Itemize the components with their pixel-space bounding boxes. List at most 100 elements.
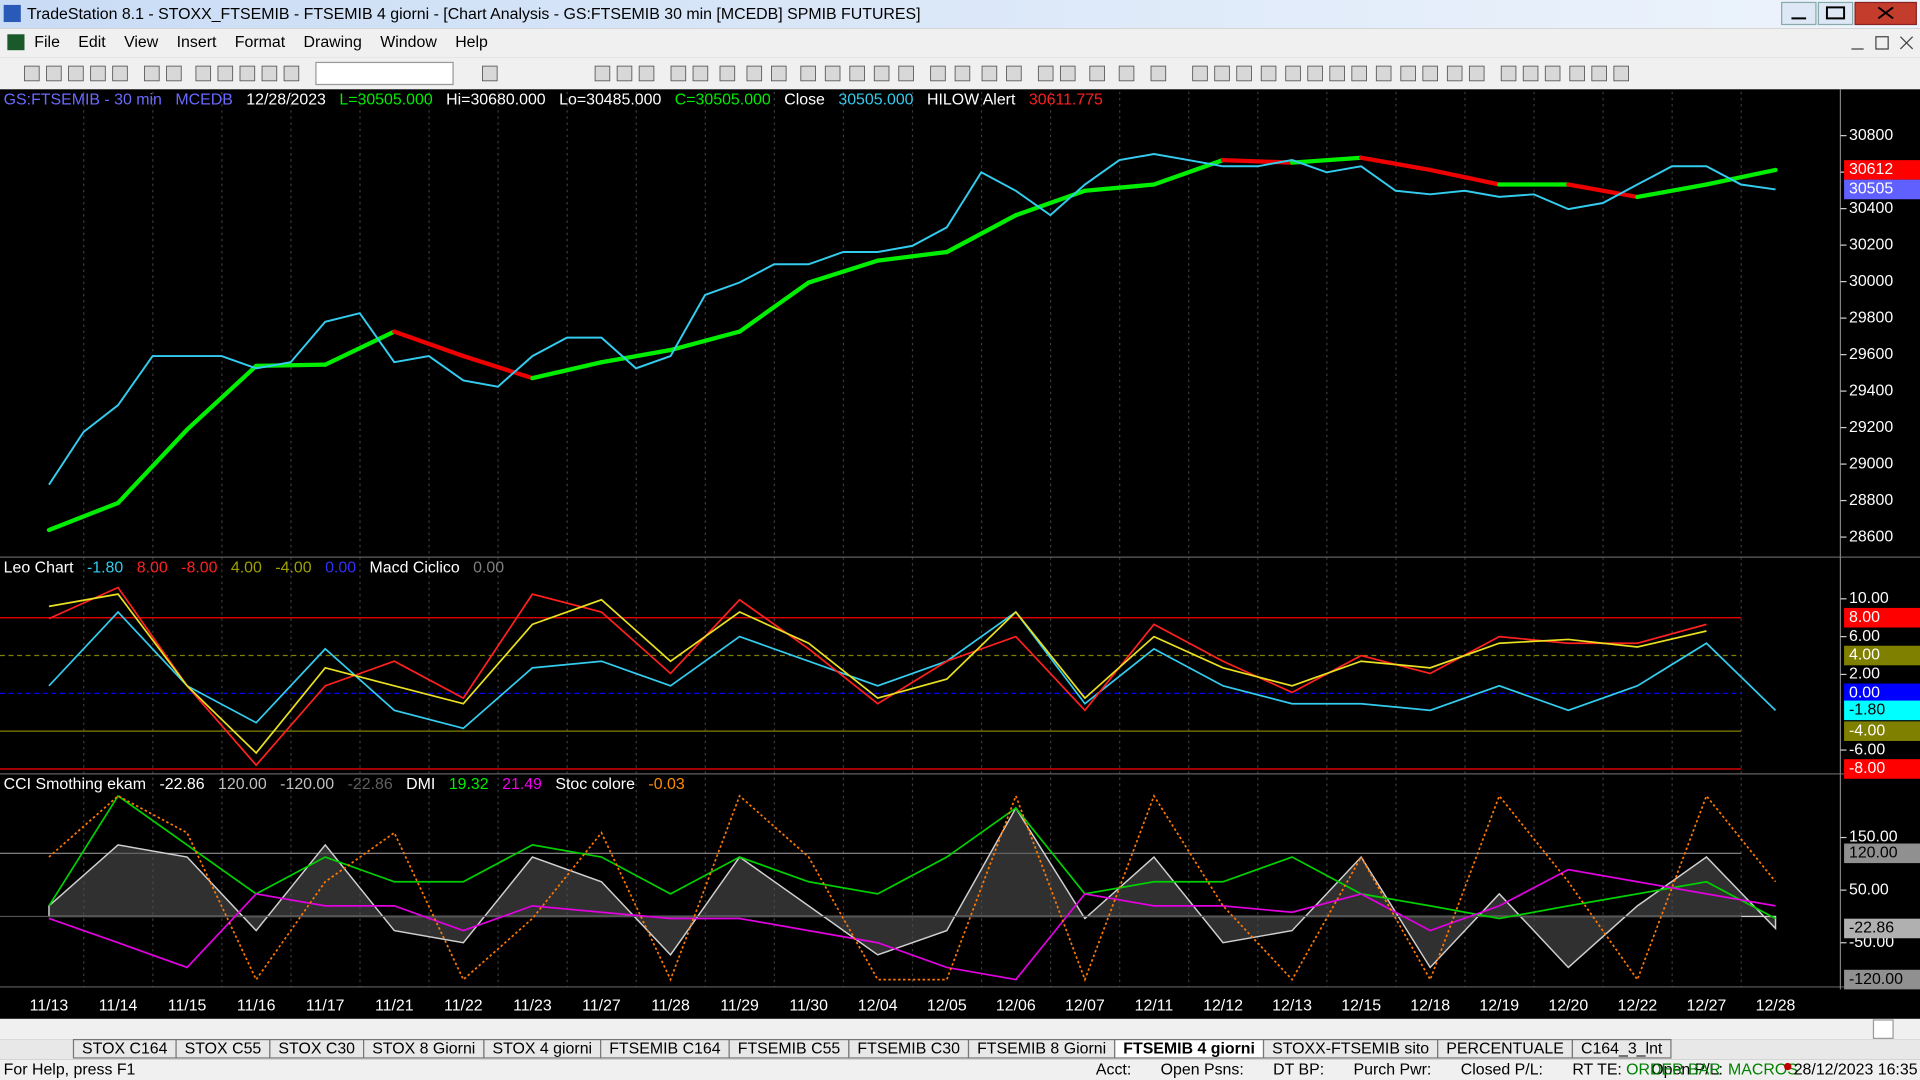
- tool-button[interactable]: [1006, 65, 1022, 82]
- tab-label[interactable]: STOXX-FTSEMIB sito: [1272, 1041, 1429, 1058]
- menu-item[interactable]: Insert: [177, 34, 217, 51]
- tool-button[interactable]: [746, 65, 763, 82]
- average-segment: [944, 213, 1018, 255]
- tool-button[interactable]: [1422, 65, 1438, 82]
- macros[interactable]: MACROS: [1728, 1061, 1798, 1078]
- tab-label[interactable]: STOX C55: [185, 1041, 262, 1058]
- x-tick-label: 12/15: [1341, 998, 1381, 1015]
- tool-button[interactable]: [594, 65, 611, 82]
- tab-label[interactable]: FTSEMIB 8 Giorni: [977, 1041, 1106, 1058]
- tab-label[interactable]: FTSEMIB 4 giorni: [1123, 1041, 1255, 1058]
- scroll-bar[interactable]: [0, 1018, 1920, 1040]
- value-badge: [1844, 759, 1920, 779]
- average-segment: [323, 329, 397, 367]
- tool-button[interactable]: [1591, 65, 1607, 82]
- tab-label[interactable]: C164_3_lnt: [1581, 1041, 1663, 1058]
- minimize-button[interactable]: [1781, 1, 1817, 26]
- tab[interactable]: [1571, 1038, 1672, 1059]
- help-text: For Help, press F1: [4, 1061, 136, 1078]
- tool-button[interactable]: [824, 65, 841, 82]
- tool-button[interactable]: [638, 65, 655, 82]
- tool-button[interactable]: [239, 65, 256, 82]
- tab-label[interactable]: STOX C30: [278, 1041, 355, 1058]
- value-badge: [1844, 969, 1920, 990]
- tool-button[interactable]: [1260, 65, 1277, 82]
- menu-item[interactable]: Drawing: [304, 34, 362, 51]
- tool-button[interactable]: [1500, 65, 1517, 82]
- tool-button[interactable]: [800, 65, 816, 82]
- tool-button[interactable]: [616, 65, 633, 82]
- tool-button[interactable]: [1522, 65, 1539, 82]
- tab-label[interactable]: PERCENTUALE: [1446, 1041, 1564, 1058]
- tool-button[interactable]: [90, 65, 106, 82]
- legend-item: Leo Chart: [4, 559, 74, 576]
- tool-button[interactable]: [1375, 65, 1392, 82]
- tool-button[interactable]: [771, 65, 787, 82]
- tool-button[interactable]: [1236, 65, 1252, 82]
- tool-button[interactable]: [1329, 65, 1345, 82]
- tool-button[interactable]: [898, 65, 914, 82]
- tool-button[interactable]: [670, 65, 687, 82]
- menu-item[interactable]: File: [34, 34, 60, 51]
- tab-label[interactable]: STOX C164: [82, 1041, 168, 1058]
- tool-button[interactable]: [46, 65, 62, 82]
- tool-button[interactable]: [1150, 65, 1167, 82]
- y-tick-label: 6.00: [1849, 628, 1880, 645]
- tool-button[interactable]: [217, 65, 234, 82]
- value-badge: [1844, 607, 1920, 628]
- tool-button[interactable]: [1059, 65, 1076, 82]
- tool-button[interactable]: [144, 65, 160, 82]
- tool-button[interactable]: [849, 65, 865, 82]
- value-badge: [1844, 918, 1920, 939]
- tab-label[interactable]: STOX 4 giorni: [492, 1041, 592, 1058]
- price-badge-label: 30612: [1849, 161, 1893, 178]
- tool-button[interactable]: [1569, 65, 1585, 82]
- tool-button[interactable]: [1400, 65, 1416, 82]
- status-field: Purch Pwr:: [1354, 1061, 1432, 1078]
- tool-button[interactable]: [166, 65, 182, 82]
- value-badge: [1844, 683, 1920, 704]
- tool-button[interactable]: [1351, 65, 1367, 82]
- y-tick-label: 150.00: [1849, 829, 1898, 846]
- menu-item[interactable]: Window: [380, 34, 437, 51]
- tool-button[interactable]: [1446, 65, 1463, 82]
- tool-button[interactable]: [283, 65, 300, 82]
- leo-line: [48, 586, 1707, 767]
- tool-button[interactable]: [1118, 65, 1135, 82]
- menu-item[interactable]: Help: [455, 34, 488, 51]
- tab-label[interactable]: FTSEMIB C55: [738, 1041, 841, 1058]
- menu-item[interactable]: Edit: [78, 34, 106, 51]
- status-field: RT TE:: [1572, 1061, 1622, 1078]
- tool-button[interactable]: [954, 65, 971, 82]
- tool-button[interactable]: [482, 65, 498, 82]
- tool-button[interactable]: [68, 65, 84, 82]
- tool-button[interactable]: [1285, 65, 1301, 82]
- tool-button[interactable]: [1544, 65, 1561, 82]
- tab-label[interactable]: STOX 8 Giorni: [372, 1041, 475, 1058]
- tool-button[interactable]: [1613, 65, 1629, 82]
- tool-button[interactable]: [1214, 65, 1230, 82]
- tool-button[interactable]: [692, 65, 709, 82]
- maximize-button[interactable]: [1817, 1, 1854, 26]
- tool-button[interactable]: [1468, 65, 1485, 82]
- tool-button[interactable]: [1307, 65, 1323, 82]
- symbol-combo[interactable]: [315, 61, 454, 86]
- tab-label[interactable]: FTSEMIB C164: [609, 1041, 721, 1058]
- tool-button[interactable]: [1192, 65, 1208, 82]
- menu-item[interactable]: Format: [235, 34, 286, 51]
- tool-button[interactable]: [24, 65, 40, 82]
- tool-button[interactable]: [719, 65, 736, 82]
- tool-button[interactable]: [930, 65, 946, 82]
- tab-label[interactable]: FTSEMIB C30: [857, 1041, 960, 1058]
- tool-button[interactable]: [1089, 65, 1105, 82]
- tool-button[interactable]: [195, 65, 212, 82]
- tool-button[interactable]: [981, 65, 998, 82]
- tool-button[interactable]: [873, 65, 890, 82]
- order-bar[interactable]: ORDER BAR: [1626, 1061, 1721, 1078]
- scroll-thumb[interactable]: [1872, 1019, 1894, 1039]
- tool-button[interactable]: [1037, 65, 1054, 82]
- tool-button[interactable]: [261, 65, 278, 82]
- mdi-controls[interactable]: [1851, 36, 1914, 50]
- tool-button[interactable]: [112, 65, 128, 82]
- menu-item[interactable]: View: [124, 34, 159, 51]
